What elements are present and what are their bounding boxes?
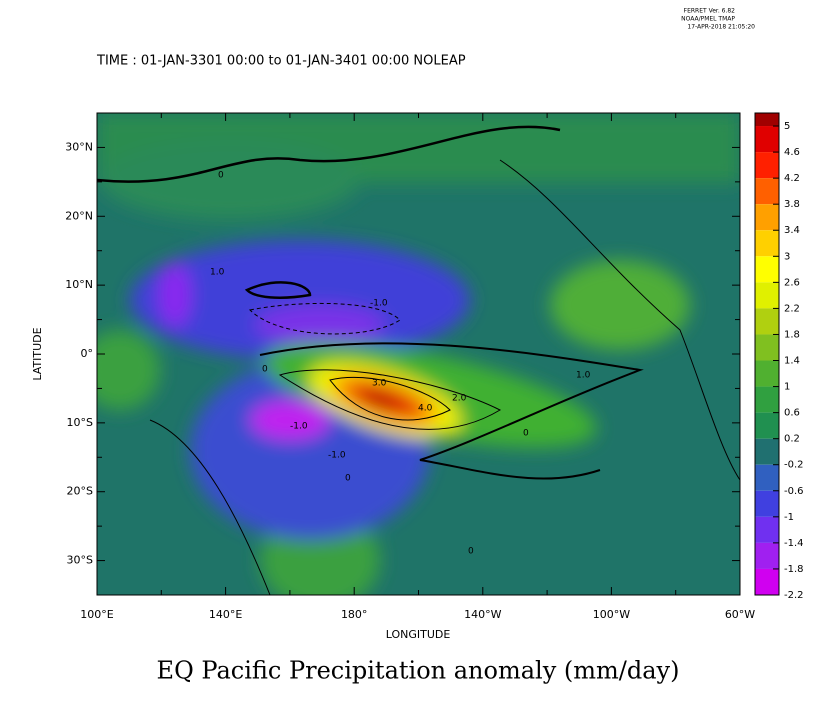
colorbar-band (755, 542, 779, 569)
colorbar-band (755, 204, 779, 231)
y-axis-label: LATITUDE (31, 327, 44, 380)
colorbar-band (755, 256, 779, 283)
contour-label: 0 (218, 171, 224, 181)
contour-label: 3.0 (372, 379, 387, 389)
colorbar-label: 1.4 (784, 356, 800, 367)
colorbar-band (755, 490, 779, 517)
x-tick-label: 100°E (80, 608, 113, 621)
colorbar-band (755, 334, 779, 361)
colorbar-band (755, 178, 779, 205)
colorbar-label: 1.8 (784, 329, 800, 340)
x-tick-label: 180° (341, 608, 368, 621)
colorbar-frame (754, 112, 780, 596)
colorbar-band (755, 386, 779, 413)
version: FERRET Ver. 6.82 (684, 8, 736, 15)
y-tick-label: 30°S (67, 554, 93, 567)
colorbar-label: -0.6 (784, 486, 804, 497)
colorbar-label: -2.2 (784, 590, 804, 601)
contour-label: 0 (468, 547, 474, 557)
colorbar-band (755, 113, 779, 127)
x-axis-label: LONGITUDE (386, 628, 451, 641)
colorbar-band (755, 412, 779, 439)
colorbar-label: 4.2 (784, 173, 800, 184)
contour-label: 0 (523, 429, 529, 439)
colorbar-band (755, 464, 779, 491)
colorbar-label: -0.2 (784, 460, 804, 471)
contour-label: 2.0 (452, 394, 467, 404)
contour-label: 4.0 (418, 404, 433, 414)
colorbar-label: 1 (784, 382, 790, 393)
colorbar-label: 3.8 (784, 199, 800, 210)
colorbar-label: -1.8 (784, 564, 804, 575)
y-tick-label: 20°N (65, 209, 93, 222)
colorbar-label: 3 (784, 251, 790, 262)
date: 17-APR-2018 21:05:20 (687, 24, 755, 31)
contour-label: -1.0 (328, 451, 346, 461)
colorbar-label: 0.6 (784, 408, 800, 419)
contour-label: 1.0 (210, 268, 225, 278)
field (97, 113, 740, 595)
y-tick-label: 20°S (67, 485, 93, 498)
contour-label: -1.0 (370, 299, 388, 309)
colorbar-band (755, 152, 779, 179)
colorbar-band (755, 126, 779, 153)
x-tick-label: 140°W (464, 608, 501, 621)
contour-label: 0 (345, 474, 351, 484)
org: NOAA/PMEL TMAP (681, 16, 735, 23)
colorbar-label: -1.4 (784, 538, 804, 549)
colorbar-label: -1 (784, 512, 794, 523)
colorbar-band (755, 308, 779, 335)
colorbar-band (755, 230, 779, 257)
y-tick-label: 10°N (65, 278, 93, 291)
colorbar-band (755, 516, 779, 543)
colorbar-band (755, 568, 779, 595)
contour-label: 0 (262, 365, 268, 375)
colorbar-label: 2.6 (784, 277, 800, 288)
y-tick-label: 0° (81, 347, 94, 360)
colorbar-band (755, 438, 779, 465)
contour-label: 1.0 (576, 371, 591, 381)
colorbar-band (755, 360, 779, 387)
colorbar-label: 4.6 (784, 147, 800, 158)
colorbar-band (755, 282, 779, 309)
x-tick-label: 100°W (593, 608, 630, 621)
colorbar-label: 2.2 (784, 303, 800, 314)
y-tick-label: 10°S (67, 416, 93, 429)
x-tick-label: 60°W (725, 608, 755, 621)
y-tick-label: 30°N (65, 140, 93, 153)
colorbar-label: 0.2 (784, 434, 800, 445)
colorbar-label: 5 (784, 121, 790, 132)
contour-label: -1.0 (290, 422, 308, 432)
time-range: TIME : 01-JAN-3301 00:00 to 01-JAN-3401 … (96, 54, 466, 69)
title: EQ Pacific Precipitation anomaly (mm/day… (157, 657, 680, 685)
colorbar-label: 3.4 (784, 225, 800, 236)
x-tick-label: 140°E (209, 608, 242, 621)
